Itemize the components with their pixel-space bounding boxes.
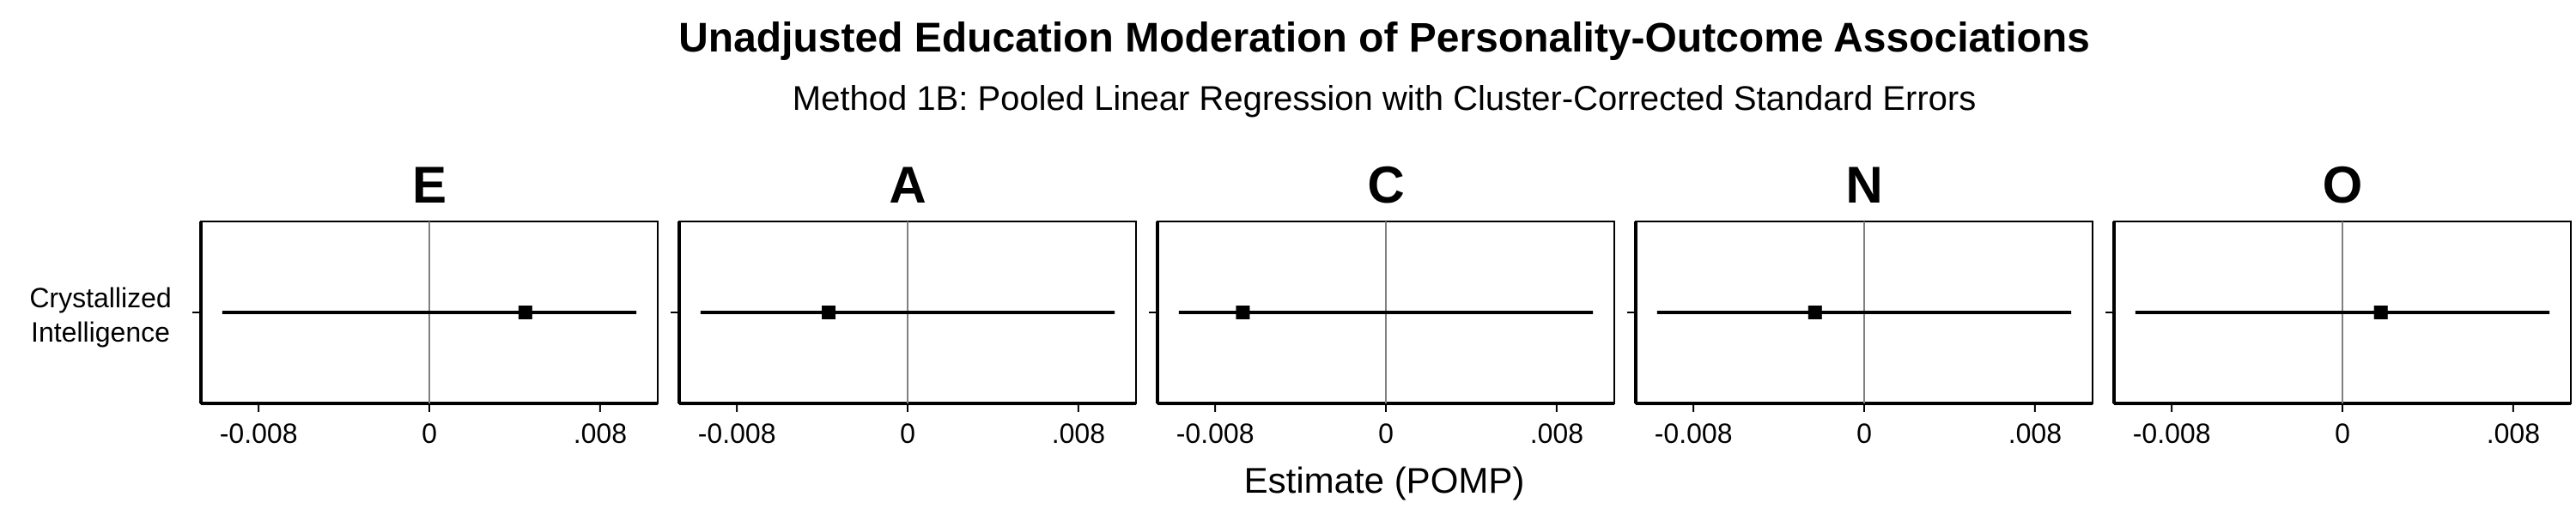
estimate-point	[518, 306, 532, 319]
x-tick-label: -0.008	[2133, 418, 2211, 449]
facet-label-c: C	[1367, 156, 1404, 214]
row-label-line-1: Crystallized	[29, 282, 171, 313]
x-tick-label: 0	[1378, 418, 1394, 449]
facet-panel-c: C -0.008 0 .008	[1149, 156, 1615, 449]
estimate-point	[822, 306, 836, 319]
x-tick-label: .008	[1530, 418, 1583, 449]
row-label-line-2: Intelligence	[31, 317, 170, 348]
facet-panel-o: O -0.008 0 .008	[2105, 156, 2572, 449]
facet-label-e: E	[412, 156, 447, 214]
x-tick-label: -0.008	[220, 418, 298, 449]
x-tick-label: .008	[2008, 418, 2062, 449]
x-tick-label: .008	[1052, 418, 1105, 449]
x-tick-label: .008	[574, 418, 627, 449]
x-axis-title: Estimate (POMP)	[1244, 460, 1525, 500]
x-tick-label: 0	[2335, 418, 2350, 449]
facet-panels: E -0.008 0 .008 A -0.008 0 .008 C -0.008 0 .008 N -0.…	[192, 156, 2572, 449]
x-tick-label: -0.008	[1176, 418, 1255, 449]
estimate-point	[1807, 306, 1822, 319]
x-tick-label: -0.008	[1655, 418, 1733, 449]
x-tick-label: 0	[422, 418, 437, 449]
chart-subtitle: Method 1B: Pooled Linear Regression with…	[793, 80, 1976, 118]
facet-panel-n: N -0.008 0 .008	[1627, 156, 2093, 449]
x-tick-label: -0.008	[698, 418, 776, 449]
facet-label-n: N	[1845, 156, 1882, 214]
estimate-point	[2373, 306, 2388, 319]
x-tick-label: .008	[2487, 418, 2540, 449]
x-tick-label: 0	[1856, 418, 1872, 449]
facet-panel-a: A -0.008 0 .008	[671, 156, 1137, 449]
facet-label-a: A	[889, 156, 926, 214]
chart-title: Unadjusted Education Moderation of Perso…	[678, 15, 2090, 61]
x-tick-label: 0	[900, 418, 915, 449]
facet-panel-e: E -0.008 0 .008	[192, 156, 659, 449]
facet-label-o: O	[2323, 156, 2363, 214]
estimate-point	[1236, 306, 1250, 319]
